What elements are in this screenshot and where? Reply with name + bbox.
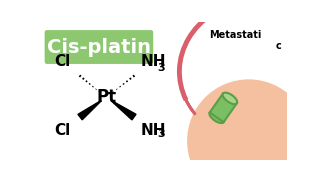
Circle shape: [187, 79, 310, 180]
Ellipse shape: [209, 112, 224, 123]
Text: 3: 3: [157, 129, 165, 139]
Text: Cl: Cl: [55, 54, 71, 69]
Text: NH: NH: [140, 54, 166, 69]
Text: Cis-platin: Cis-platin: [47, 37, 151, 57]
Polygon shape: [78, 101, 101, 120]
FancyBboxPatch shape: [45, 30, 153, 64]
Polygon shape: [111, 101, 136, 120]
Text: Pt: Pt: [96, 88, 116, 106]
Text: c: c: [276, 41, 281, 51]
Ellipse shape: [223, 93, 237, 104]
Text: Cl: Cl: [55, 123, 71, 138]
Text: NH: NH: [140, 123, 166, 138]
Text: Metastati: Metastati: [209, 30, 261, 40]
Text: 3: 3: [157, 63, 165, 73]
FancyBboxPatch shape: [210, 94, 237, 122]
